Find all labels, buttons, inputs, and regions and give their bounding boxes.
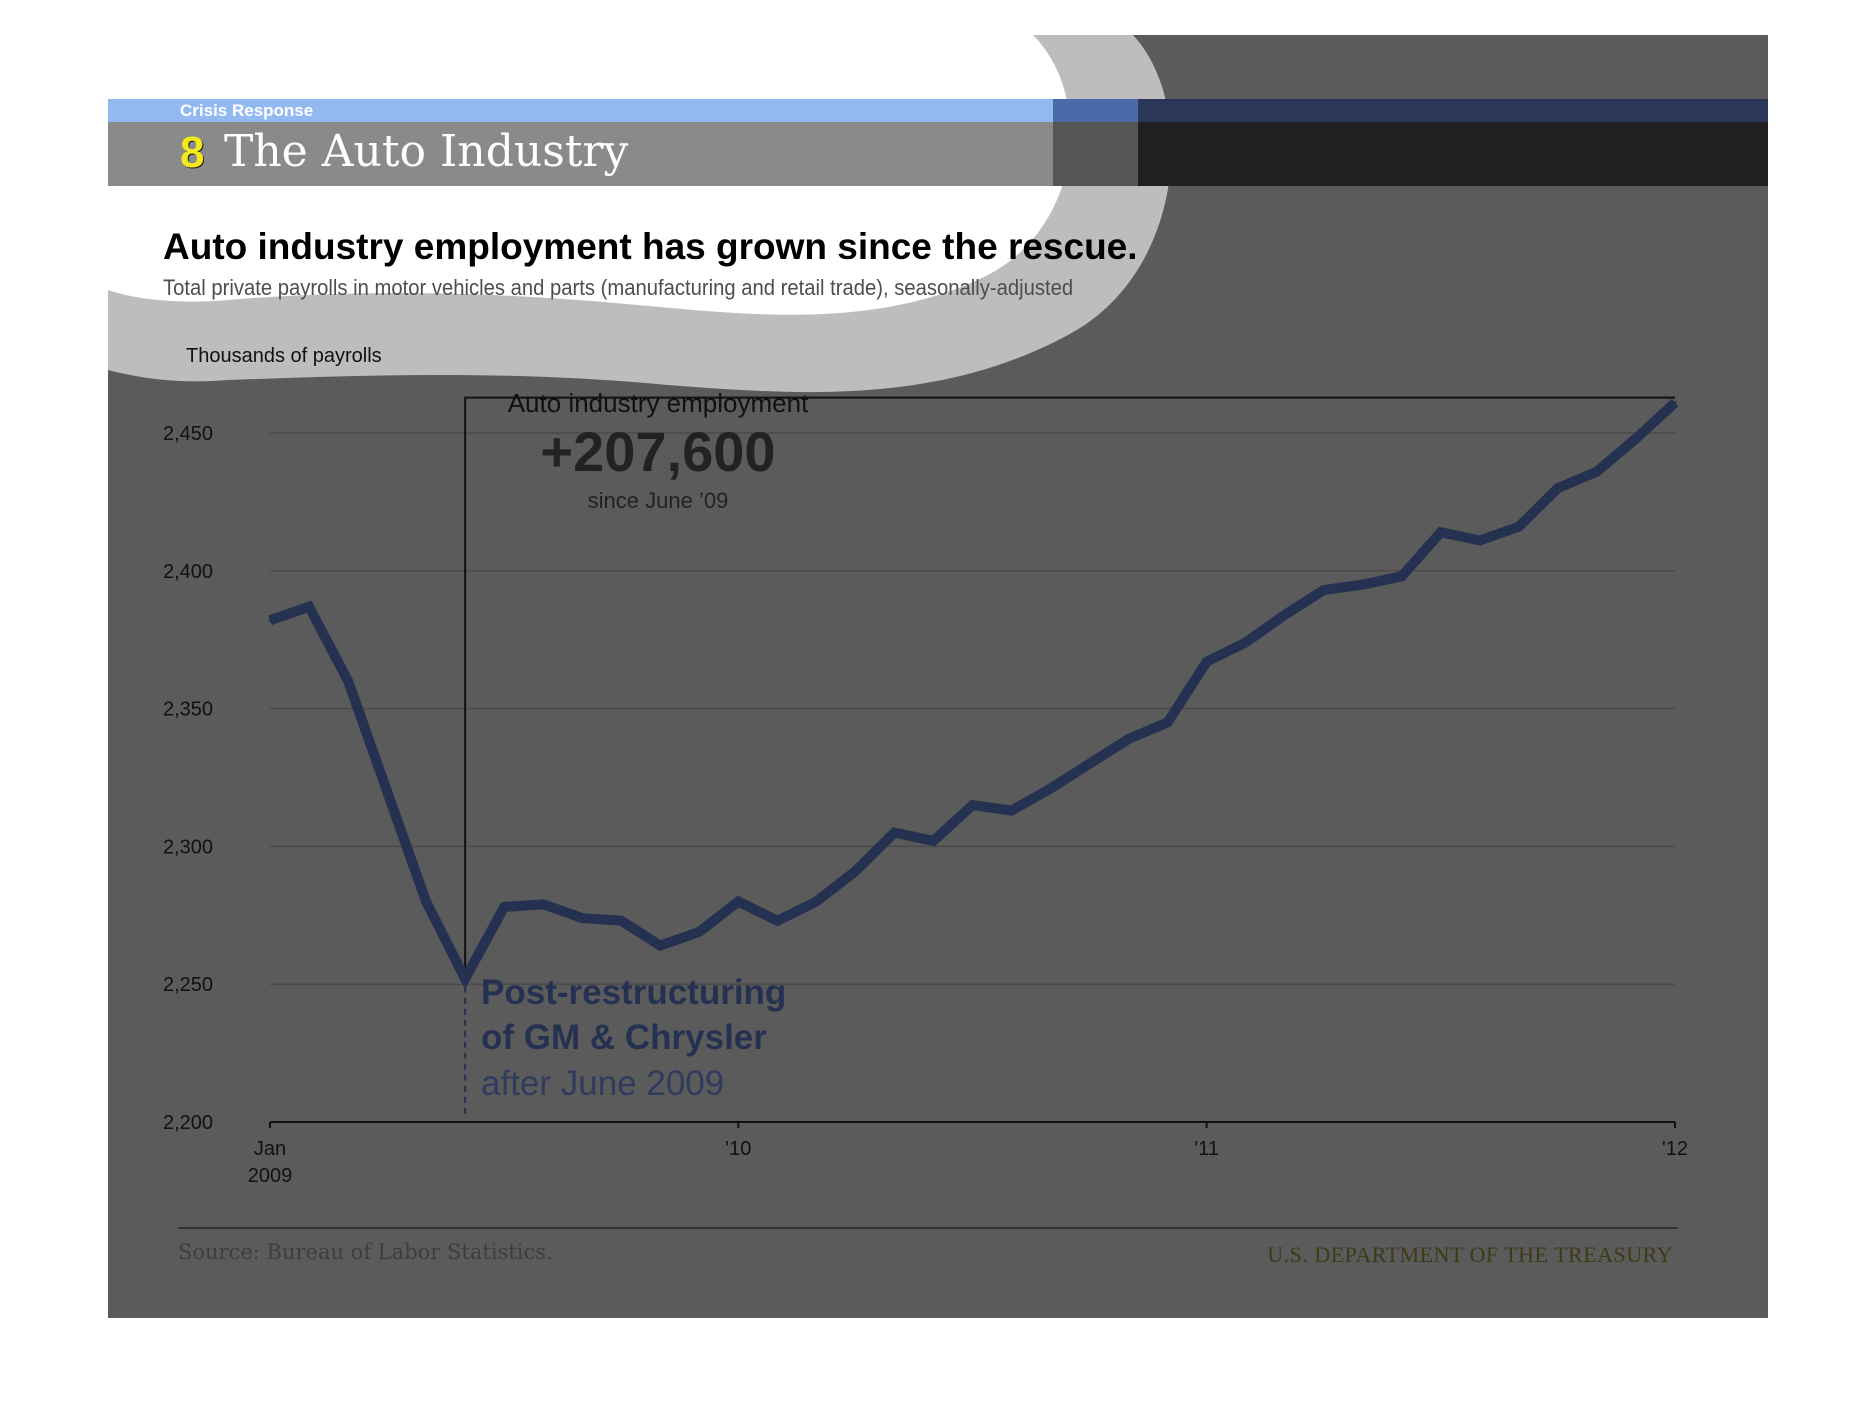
y-tick-label: 2,200: [163, 1112, 213, 1134]
data-point: [1283, 613, 1287, 617]
title-band-ring: [1053, 122, 1138, 186]
restructuring-label-line3: after June 2009: [481, 1064, 724, 1103]
section-band-dark: [1138, 99, 1768, 122]
y-tick-label: 2,300: [163, 836, 213, 858]
source-note: Source: Bureau of Labor Statistics.: [178, 1240, 553, 1264]
data-point: [1049, 787, 1053, 791]
data-point: [1205, 660, 1209, 664]
data-point: [541, 902, 545, 906]
data-point: [502, 905, 506, 909]
data-point: [1400, 574, 1404, 578]
callout-since: since June ’09: [588, 488, 729, 513]
slide-number: 8: [180, 128, 205, 177]
data-point: [346, 679, 350, 683]
data-point: [775, 919, 779, 923]
series-line: [268, 399, 1679, 990]
data-point: [736, 900, 740, 904]
section-label: Crisis Response: [180, 101, 314, 120]
y-axis-label: Thousands of payrolls: [186, 345, 382, 367]
data-point: [1088, 762, 1092, 766]
x-tick-label: 2009: [248, 1165, 293, 1187]
data-point: [1517, 525, 1521, 529]
data-point: [1478, 538, 1482, 542]
slide-title: The Auto Industry: [224, 126, 629, 177]
line-chart: Auto industry employment+207,600 since Ju…: [163, 345, 1688, 1187]
chart-subtitle: Total private payrolls in motor vehicles…: [163, 275, 1074, 300]
data-point: [931, 839, 935, 843]
data-point: [1439, 530, 1443, 534]
section-band-ring: [1053, 99, 1138, 122]
data-point: [1361, 583, 1365, 587]
data-point: [268, 618, 272, 622]
data-point: [1556, 486, 1560, 490]
data-point: [892, 831, 896, 835]
title-band-dark: [1138, 122, 1768, 186]
data-point: [385, 789, 389, 793]
data-point: [307, 605, 311, 609]
data-point: [463, 977, 467, 981]
data-point: [658, 944, 662, 948]
data-point: [853, 869, 857, 873]
data-point: [1166, 720, 1170, 724]
x-tick-label: Jan: [254, 1138, 286, 1160]
data-point: [1010, 809, 1014, 813]
callout-bracket: [464, 396, 1675, 979]
slide: Crisis Response 8 The Auto Industry Auto…: [108, 35, 1768, 1318]
y-tick-label: 2,400: [163, 561, 213, 583]
callout-value: +207,600: [540, 420, 775, 483]
data-point: [1244, 640, 1248, 644]
x-tick-label: '12: [1662, 1138, 1688, 1160]
data-point: [1634, 437, 1638, 441]
slide-background: [108, 35, 1768, 393]
data-point: [814, 900, 818, 904]
data-point: [1595, 470, 1599, 474]
footer-rule: [178, 1227, 1678, 1229]
restructuring-label-line2: of GM & Chrysler: [481, 1018, 767, 1057]
data-point: [697, 930, 701, 934]
data-point: [971, 803, 974, 807]
data-point: [580, 916, 584, 920]
data-point: [1322, 588, 1326, 592]
y-tick-label: 2,450: [163, 423, 213, 445]
treasury-name: U.S. DEPARTMENT OF THE TREASURY: [1267, 1242, 1673, 1267]
data-point: [1673, 401, 1677, 405]
data-point: [1127, 737, 1131, 741]
y-tick-label: 2,350: [163, 699, 213, 721]
callout-title: Auto industry employment: [508, 388, 809, 418]
data-point: [619, 919, 623, 923]
y-tick-label: 2,250: [163, 974, 213, 996]
x-tick-label: '11: [1194, 1138, 1219, 1160]
x-tick-label: '10: [725, 1138, 751, 1160]
restructuring-label-line1: Post-restructuring: [481, 973, 786, 1012]
chart-title: Auto industry employment has grown since…: [163, 226, 1138, 267]
data-point: [424, 900, 428, 904]
